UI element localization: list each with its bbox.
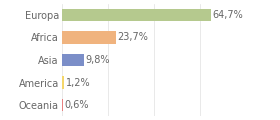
Text: 23,7%: 23,7%: [118, 32, 149, 42]
Text: 9,8%: 9,8%: [86, 55, 110, 65]
Text: 1,2%: 1,2%: [66, 78, 90, 88]
Bar: [62, 76, 64, 89]
Bar: [62, 9, 211, 21]
Bar: [62, 54, 84, 66]
Text: 64,7%: 64,7%: [213, 10, 243, 20]
Bar: [62, 99, 63, 111]
Bar: [62, 31, 116, 44]
Text: 0,6%: 0,6%: [64, 100, 89, 110]
